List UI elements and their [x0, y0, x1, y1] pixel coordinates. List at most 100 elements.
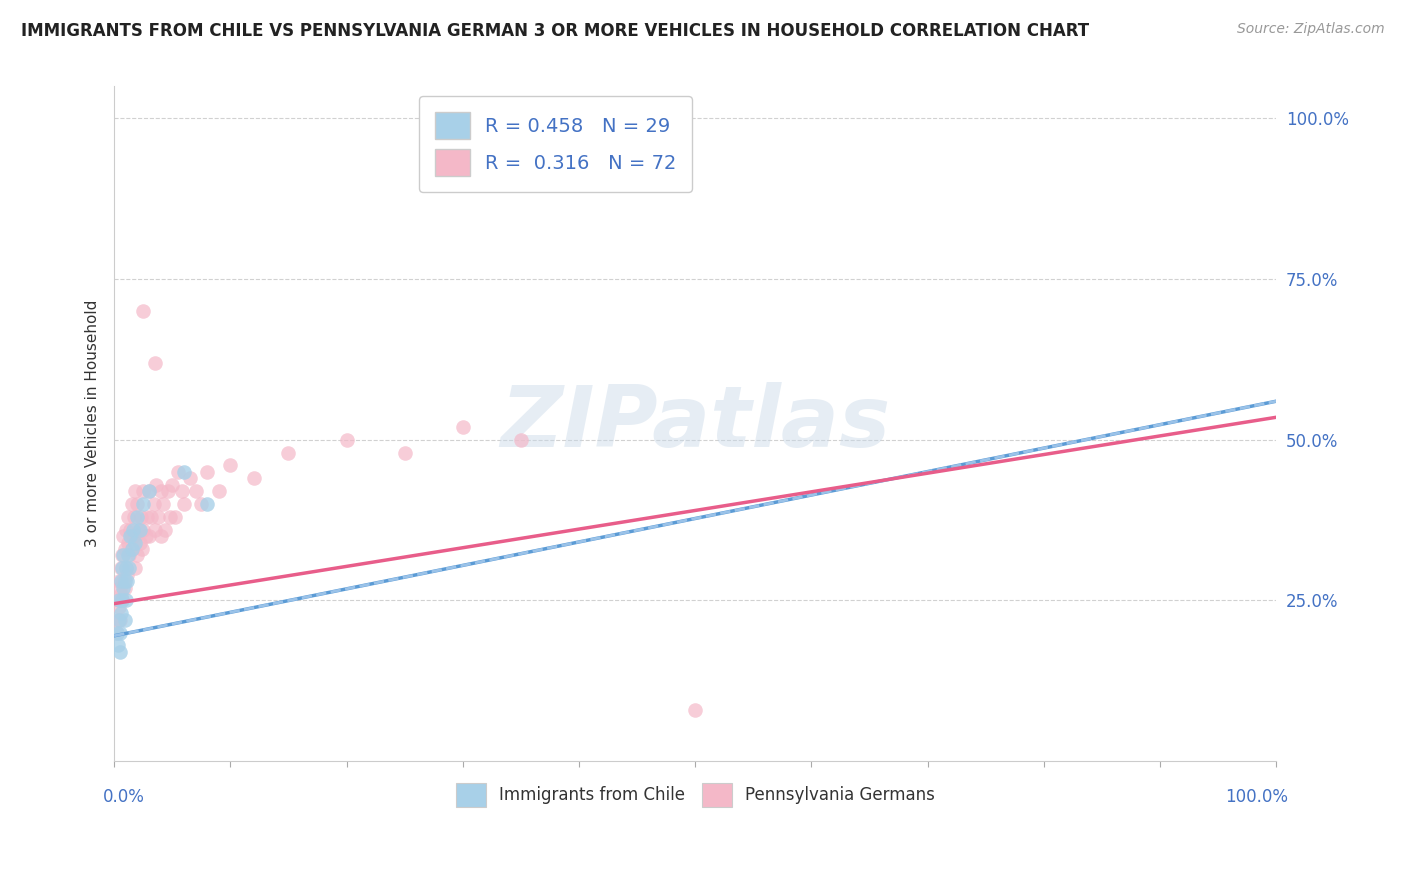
Point: [110, 574, 132, 589]
Point: [107, 639, 129, 653]
Point: [128, 523, 150, 537]
Point: [127, 549, 149, 563]
Text: 100.0%: 100.0%: [1225, 788, 1288, 805]
Point: [195, 497, 218, 511]
Point: [173, 465, 195, 479]
Point: [148, 509, 170, 524]
Point: [124, 484, 146, 499]
Point: [121, 541, 143, 556]
Point: [112, 549, 135, 563]
Point: [118, 561, 141, 575]
Point: [121, 497, 143, 511]
Point: [108, 574, 131, 589]
Point: [115, 567, 138, 582]
Point: [105, 625, 128, 640]
Point: [114, 523, 136, 537]
Point: [219, 458, 242, 473]
Point: [110, 561, 132, 575]
Point: [114, 574, 136, 589]
Point: [110, 607, 132, 621]
Point: [112, 574, 135, 589]
Point: [127, 497, 149, 511]
Point: [111, 561, 134, 575]
Point: [121, 523, 143, 537]
Point: [162, 477, 184, 491]
Point: [451, 420, 474, 434]
Point: [114, 561, 136, 575]
Point: [117, 535, 139, 549]
Point: [122, 509, 145, 524]
Point: [117, 549, 139, 563]
Point: [110, 587, 132, 601]
Point: [108, 581, 131, 595]
Point: [120, 529, 142, 543]
Point: [242, 471, 264, 485]
Point: [125, 529, 148, 543]
Point: [138, 484, 160, 499]
Point: [114, 561, 136, 575]
Point: [184, 484, 207, 499]
Point: [124, 561, 146, 575]
Point: [108, 593, 131, 607]
Point: [170, 484, 193, 499]
Point: [135, 509, 157, 524]
Point: [132, 304, 155, 318]
Point: [117, 509, 139, 524]
Point: [138, 484, 160, 499]
Point: [163, 509, 186, 524]
Point: [394, 445, 416, 459]
Point: [208, 484, 231, 499]
Point: [190, 497, 212, 511]
Point: [108, 613, 131, 627]
Point: [195, 465, 218, 479]
Point: [112, 581, 135, 595]
Point: [152, 497, 174, 511]
Point: [114, 613, 136, 627]
Point: [128, 523, 150, 537]
Point: [108, 599, 131, 614]
Point: [173, 497, 195, 511]
Point: [138, 529, 160, 543]
Point: [335, 433, 357, 447]
Point: [132, 484, 155, 499]
Point: [179, 471, 201, 485]
Point: [277, 445, 299, 459]
Point: [108, 613, 131, 627]
Text: 0.0%: 0.0%: [103, 788, 145, 805]
Point: [105, 625, 128, 640]
Text: ZIPatlas: ZIPatlas: [501, 382, 890, 466]
Point: [108, 645, 131, 659]
Point: [156, 484, 179, 499]
Point: [129, 509, 152, 524]
Point: [128, 535, 150, 549]
Point: [149, 484, 172, 499]
Point: [111, 593, 134, 607]
Point: [143, 356, 166, 370]
Point: [132, 523, 155, 537]
Point: [142, 497, 165, 511]
Point: [112, 529, 135, 543]
Point: [135, 529, 157, 543]
Point: [115, 574, 138, 589]
Point: [131, 541, 153, 556]
Point: [167, 465, 190, 479]
Point: [155, 523, 177, 537]
Point: [509, 433, 531, 447]
Point: [118, 549, 141, 563]
Point: [114, 541, 136, 556]
Point: [159, 509, 181, 524]
Text: Source: ZipAtlas.com: Source: ZipAtlas.com: [1237, 22, 1385, 37]
Point: [127, 509, 149, 524]
Y-axis label: 3 or more Vehicles in Household: 3 or more Vehicles in Household: [86, 300, 100, 548]
Point: [149, 529, 172, 543]
Point: [107, 593, 129, 607]
Point: [121, 529, 143, 543]
Point: [114, 593, 136, 607]
Text: IMMIGRANTS FROM CHILE VS PENNSYLVANIA GERMAN 3 OR MORE VEHICLES IN HOUSEHOLD COR: IMMIGRANTS FROM CHILE VS PENNSYLVANIA GE…: [21, 22, 1090, 40]
Point: [121, 541, 143, 556]
Point: [111, 593, 134, 607]
Point: [143, 523, 166, 537]
Legend: Immigrants from Chile, Pennsylvania Germans: Immigrants from Chile, Pennsylvania Germ…: [449, 777, 942, 814]
Point: [145, 477, 167, 491]
Point: [107, 613, 129, 627]
